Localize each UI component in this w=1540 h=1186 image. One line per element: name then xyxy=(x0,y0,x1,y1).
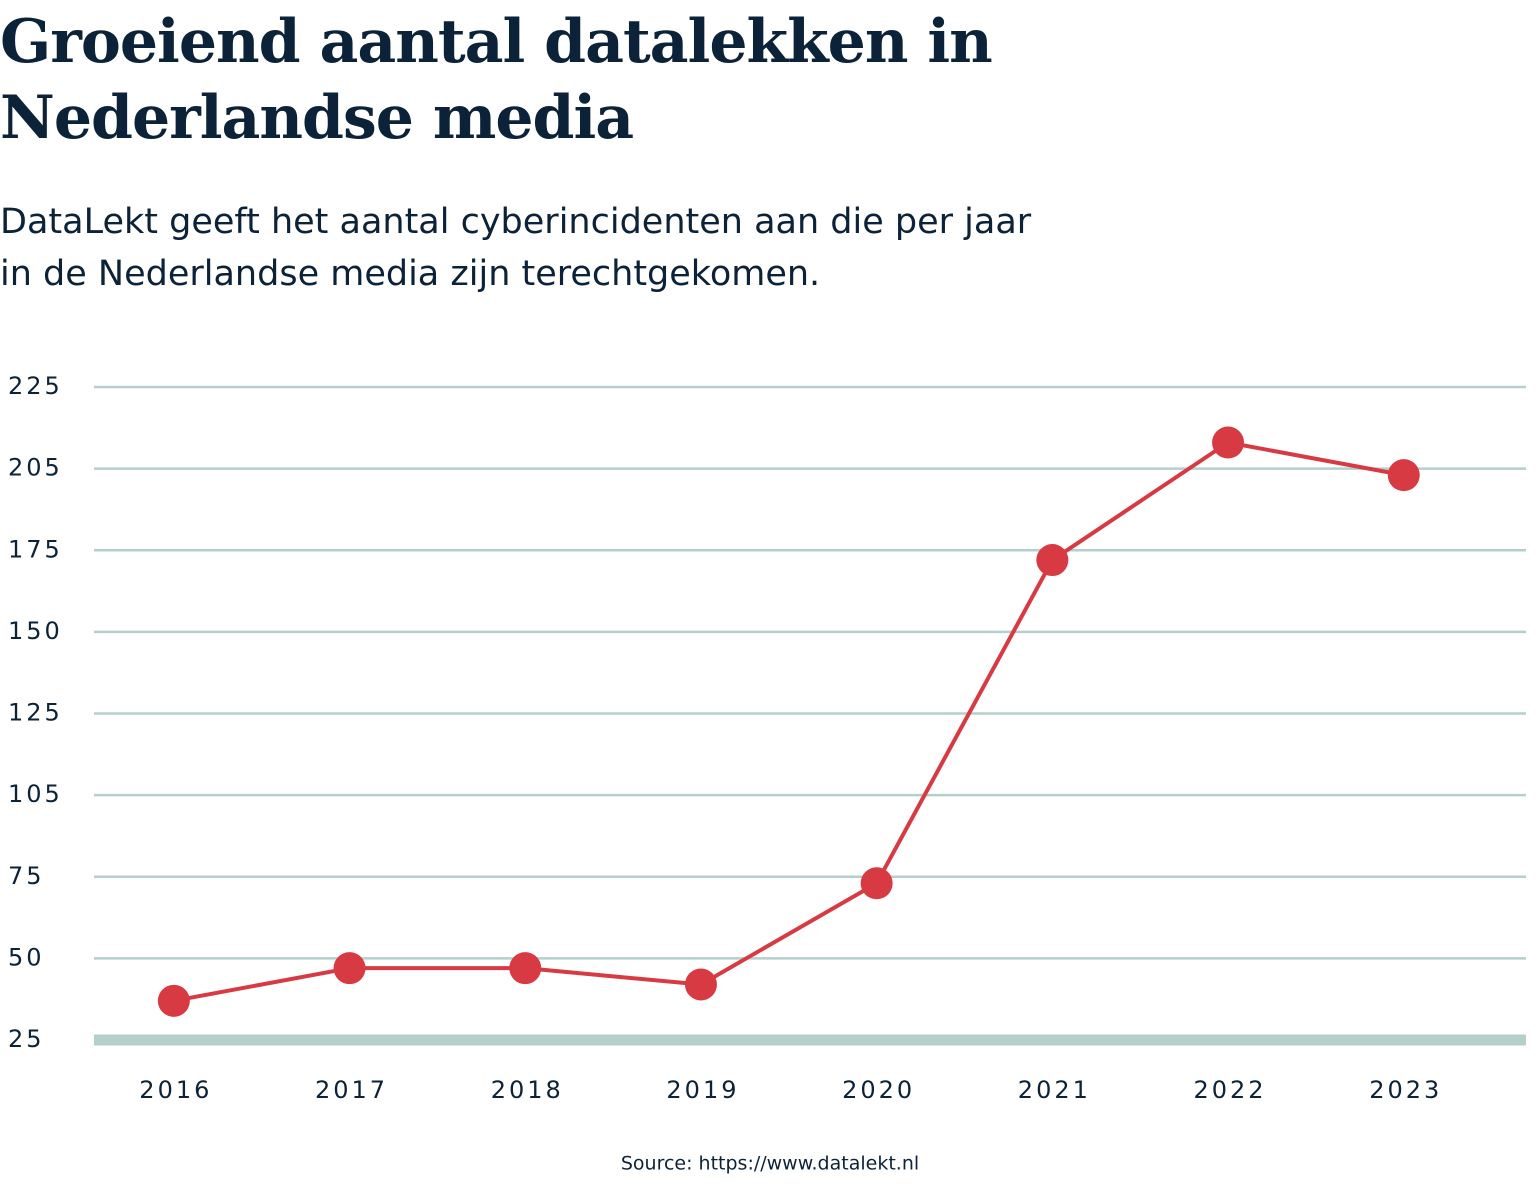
x-tick-label: 2023 xyxy=(1369,1076,1442,1104)
point xyxy=(509,952,542,985)
x-tick-label: 2018 xyxy=(491,1076,564,1104)
chart-title: Groeiend aantal datalekken in Nederlands… xyxy=(0,7,993,153)
x-tick-label: 2020 xyxy=(842,1076,915,1104)
point xyxy=(684,968,717,1001)
y-tick-label: 205 xyxy=(8,454,63,482)
x-tick-label: 2022 xyxy=(1194,1076,1267,1104)
x-tick-label: 2021 xyxy=(1018,1076,1091,1104)
line xyxy=(173,440,1405,1003)
source: Source: https://www.datalekt.nl xyxy=(621,1153,919,1175)
point xyxy=(1387,459,1420,492)
point xyxy=(1212,426,1245,459)
y-tick-label: 25 xyxy=(8,1025,45,1053)
point xyxy=(333,952,366,985)
y-tick-label: 50 xyxy=(8,943,45,971)
x-tick-label: 2017 xyxy=(315,1076,388,1104)
y-tick-label: 75 xyxy=(8,862,45,890)
chart-subtitle: DataLekt geeft het aantal cyberincidente… xyxy=(0,202,1032,294)
y-tick-label: 150 xyxy=(8,617,63,645)
point xyxy=(1036,544,1069,577)
y-tick-label: 125 xyxy=(8,699,63,727)
y-tick-label: 105 xyxy=(8,780,63,808)
y-tick-label: 225 xyxy=(8,372,63,400)
x-tick-label: 2016 xyxy=(139,1076,212,1104)
x-tick-label: 2019 xyxy=(666,1076,739,1104)
point xyxy=(860,867,893,900)
y-tick-label: 175 xyxy=(8,535,63,563)
point xyxy=(157,984,190,1017)
